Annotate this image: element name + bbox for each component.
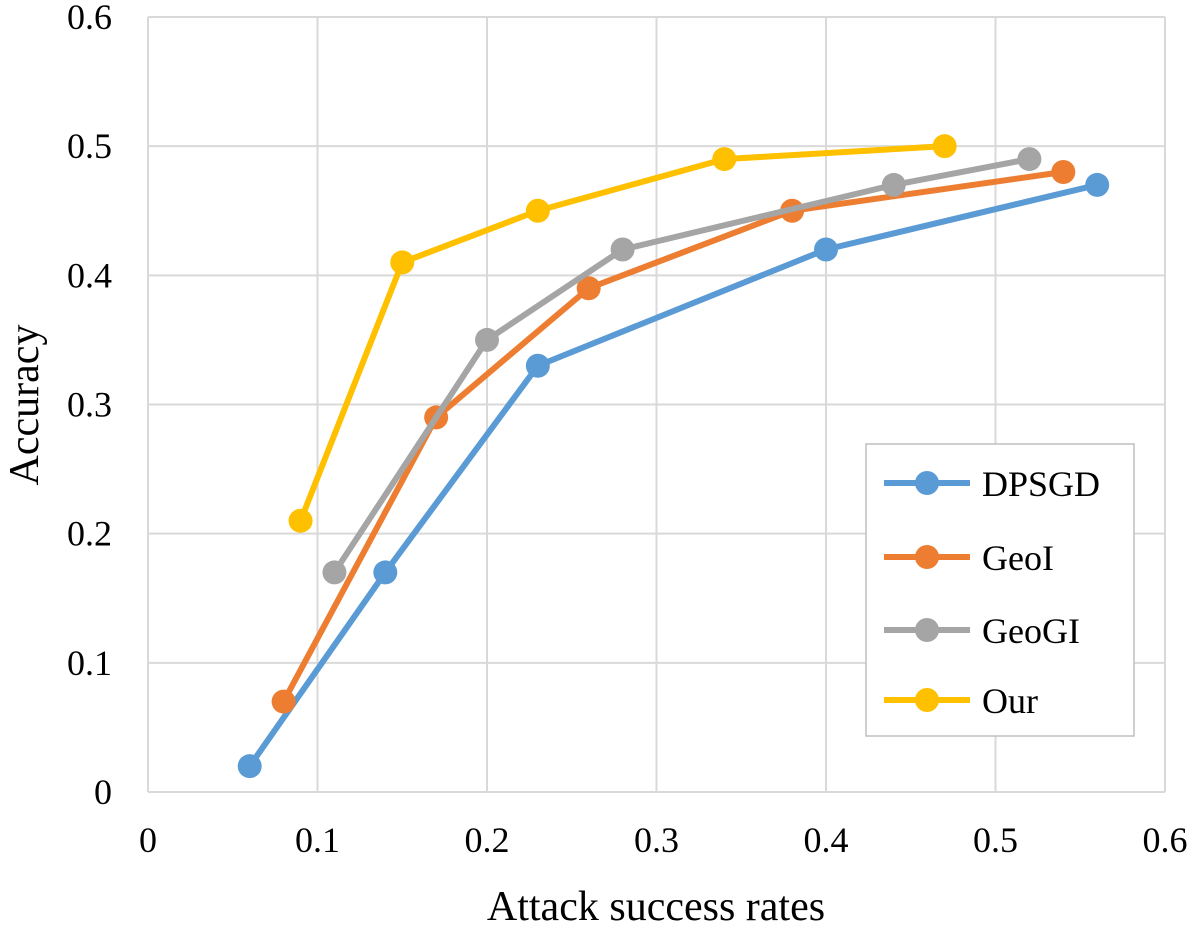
data-point [576, 276, 601, 301]
legend-marker [915, 688, 939, 712]
data-point [271, 689, 296, 714]
legend: DPSGD GeoI GeoGI Our [865, 443, 1135, 737]
series-dpsgd [237, 172, 1110, 779]
y-tick-label: 0.6 [67, 0, 112, 37]
series-layer [237, 134, 1110, 779]
data-point [390, 250, 415, 275]
data-point [932, 134, 957, 159]
data-point [237, 754, 262, 779]
grid-lines [147, 16, 1166, 793]
y-tick-label: 0.2 [67, 514, 112, 554]
x-tick-label: 0.6 [1143, 820, 1188, 860]
legend-entry-geogi: GeoGI [884, 611, 1080, 651]
y-axis-title: Accuracy [2, 325, 48, 486]
y-tick-label: 0 [94, 772, 112, 812]
data-point [814, 237, 838, 262]
data-point [288, 508, 313, 533]
x-tick-label: 0.4 [804, 820, 849, 860]
tick-labels: 0 0.1 0.2 0.3 0.4 0.5 0.6 0 0.1 0.2 0.3 0.4 0.5 0.6 [67, 0, 1188, 860]
data-point [1051, 160, 1076, 184]
data-point [322, 560, 347, 585]
series-geogi [322, 147, 1042, 585]
series-our [288, 134, 957, 533]
x-tick-label: 0.5 [973, 820, 1018, 860]
data-point [712, 147, 737, 172]
x-tick-label: 0.3 [634, 820, 679, 860]
y-tick-label: 0.1 [67, 643, 112, 683]
legend-marker [915, 545, 939, 569]
legend-box [865, 443, 1135, 737]
legend-marker [915, 618, 939, 642]
x-tick-label: 0.2 [465, 820, 510, 860]
legend-label: GeoI [982, 538, 1054, 578]
legend-marker [915, 471, 939, 495]
x-axis-title: Attack success rates [487, 884, 825, 927]
y-tick-label: 0.5 [67, 126, 112, 166]
legend-label: DPSGD [982, 464, 1100, 504]
legend-entry-our: Our [884, 681, 1038, 721]
y-tick-label: 0.4 [67, 255, 112, 295]
data-point [525, 353, 550, 378]
data-point [1017, 147, 1042, 172]
data-point [373, 560, 398, 585]
data-point [881, 172, 906, 197]
legend-label: Our [982, 681, 1038, 721]
legend-label: GeoGI [982, 611, 1080, 651]
legend-entry-geoi: GeoI [884, 538, 1054, 578]
x-tick-label: 0 [139, 820, 157, 860]
x-tick-label: 0.1 [295, 820, 340, 860]
legend-entry-dpsgd: DPSGD [884, 464, 1100, 504]
y-tick-label: 0.3 [67, 385, 112, 425]
data-point [610, 237, 635, 262]
data-point [475, 327, 499, 352]
data-point [525, 198, 550, 223]
data-point [1085, 172, 1110, 197]
